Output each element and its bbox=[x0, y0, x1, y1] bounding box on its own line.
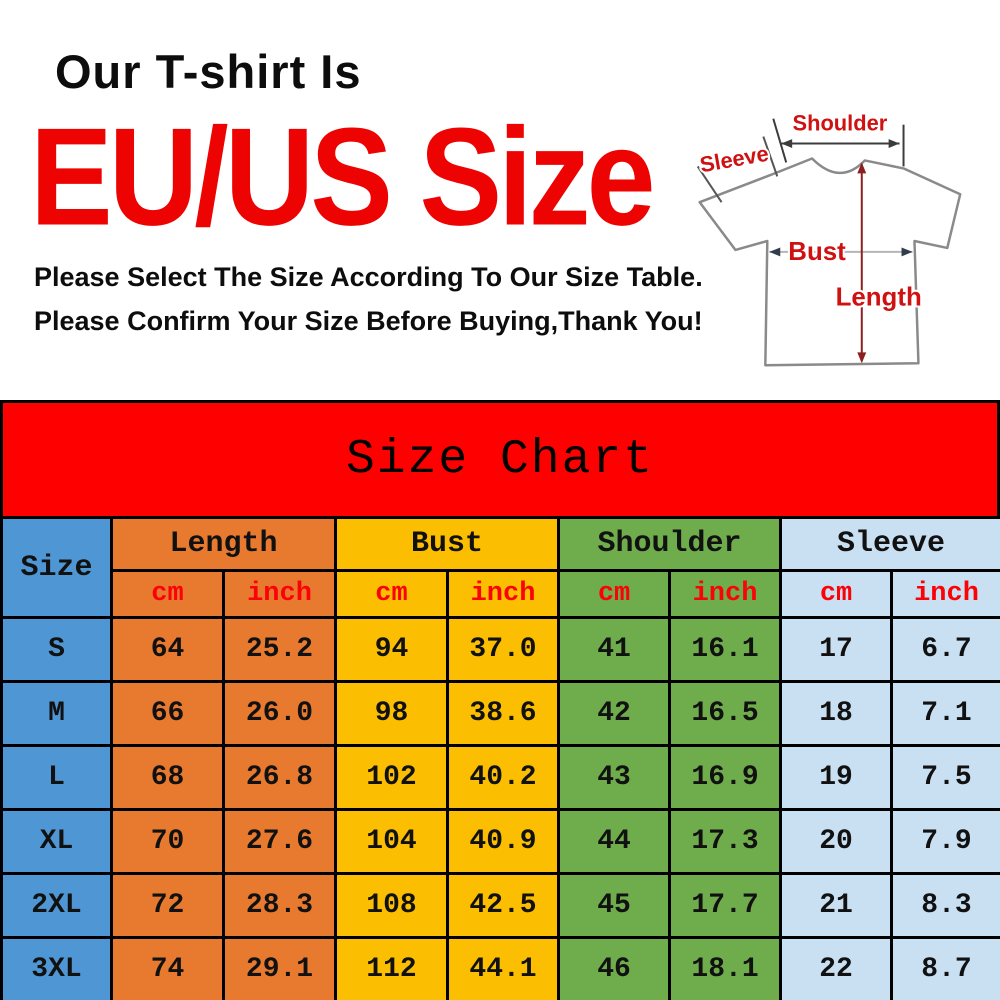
cell-bust-cm: 98 bbox=[334, 680, 449, 747]
cell-sleeve-cm: 19 bbox=[779, 744, 894, 811]
banner-title: Size Chart bbox=[345, 432, 655, 487]
cell-bust-inch: 37.0 bbox=[445, 616, 561, 683]
table-row-s: S 64 25.2 94 37.0 41 16.1 17 6.7 bbox=[0, 616, 1000, 683]
sleeve-arrow bbox=[696, 136, 779, 203]
table-row-2xl: 2XL 72 28.3 108 42.5 45 17.7 21 8.3 bbox=[0, 872, 1000, 939]
cell-shoulder-cm: 43 bbox=[557, 744, 672, 811]
eyebrow-title: Our T-shirt Is bbox=[55, 45, 362, 98]
cell-shoulder-inch: 16.1 bbox=[668, 616, 783, 683]
cell-shoulder-cm: 42 bbox=[557, 680, 672, 747]
cell-sleeve-cm: 21 bbox=[779, 872, 894, 939]
cell-size: 2XL bbox=[0, 872, 113, 939]
length-label: Length bbox=[836, 284, 922, 312]
cell-shoulder-inch: 16.9 bbox=[668, 744, 783, 811]
header-shoulder-inch: inch bbox=[668, 569, 783, 619]
header-bust-inch: inch bbox=[445, 569, 561, 619]
cell-length-cm: 74 bbox=[110, 936, 225, 1000]
cell-bust-inch: 38.6 bbox=[445, 680, 561, 747]
cell-sleeve-inch: 6.7 bbox=[890, 616, 1000, 683]
cell-bust-cm: 112 bbox=[334, 936, 449, 1000]
header-shoulder: Shoulder bbox=[557, 516, 783, 572]
table-row-3xl: 3XL 74 29.1 112 44.1 46 18.1 22 8.7 bbox=[0, 936, 1000, 1000]
cell-shoulder-inch: 16.5 bbox=[668, 680, 783, 747]
shoulder-label: Shoulder bbox=[793, 111, 888, 136]
cell-length-inch: 27.6 bbox=[222, 808, 337, 875]
cell-length-cm: 72 bbox=[110, 872, 225, 939]
cell-size: XL bbox=[0, 808, 113, 875]
cell-length-cm: 64 bbox=[110, 616, 225, 683]
cell-shoulder-inch: 17.7 bbox=[668, 872, 783, 939]
table-unit-header-row: cm inch cm inch cm inch cm inch bbox=[2, 569, 1000, 619]
cell-sleeve-cm: 17 bbox=[779, 616, 894, 683]
cell-shoulder-cm: 46 bbox=[557, 936, 672, 1000]
cell-size: L bbox=[0, 744, 113, 811]
sleeve-label: Sleeve bbox=[698, 141, 771, 178]
cell-shoulder-cm: 44 bbox=[557, 808, 672, 875]
cell-sleeve-inch: 8.3 bbox=[890, 872, 1000, 939]
cell-bust-cm: 94 bbox=[334, 616, 449, 683]
cell-sleeve-cm: 22 bbox=[779, 936, 894, 1000]
cell-sleeve-inch: 7.1 bbox=[890, 680, 1000, 747]
bust-arrow bbox=[769, 247, 913, 257]
cell-bust-inch: 42.5 bbox=[445, 872, 561, 939]
cell-bust-inch: 44.1 bbox=[445, 936, 561, 1000]
length-arrow bbox=[857, 162, 867, 364]
cell-shoulder-cm: 45 bbox=[557, 872, 672, 939]
cell-length-cm: 66 bbox=[110, 680, 225, 747]
header-sleeve-inch: inch bbox=[890, 569, 1000, 619]
cell-shoulder-inch: 17.3 bbox=[668, 808, 783, 875]
cell-shoulder-cm: 41 bbox=[557, 616, 672, 683]
header-size: Size bbox=[0, 516, 113, 619]
cell-size: M bbox=[0, 680, 113, 747]
cell-size: S bbox=[0, 616, 113, 683]
table-row-m: M 66 26.0 98 38.6 42 16.5 18 7.1 bbox=[0, 680, 1000, 747]
header-bust-cm: cm bbox=[334, 569, 449, 619]
header-shoulder-cm: cm bbox=[557, 569, 672, 619]
cell-length-inch: 25.2 bbox=[222, 616, 337, 683]
cell-size: 3XL bbox=[0, 936, 113, 1000]
cell-length-inch: 26.8 bbox=[222, 744, 337, 811]
tshirt-outline bbox=[698, 157, 962, 367]
cell-sleeve-inch: 7.5 bbox=[890, 744, 1000, 811]
cell-bust-inch: 40.9 bbox=[445, 808, 561, 875]
note-line-1: Please Select The Size According To Our … bbox=[34, 262, 703, 292]
cell-length-cm: 70 bbox=[110, 808, 225, 875]
table-row-xl: XL 70 27.6 104 40.9 44 17.3 20 7.9 bbox=[0, 808, 1000, 875]
header-sleeve: Sleeve bbox=[779, 516, 1000, 572]
table-row-l: L 68 26.8 102 40.2 43 16.9 19 7.5 bbox=[0, 744, 1000, 811]
size-chart-banner: Size Chart bbox=[0, 400, 1000, 516]
header-sleeve-cm: cm bbox=[779, 569, 894, 619]
header-length-inch: inch bbox=[222, 569, 337, 619]
cell-shoulder-inch: 18.1 bbox=[668, 936, 783, 1000]
page-title: EU/US Size bbox=[30, 100, 656, 255]
cell-bust-cm: 108 bbox=[334, 872, 449, 939]
cell-sleeve-cm: 18 bbox=[779, 680, 894, 747]
table-group-header-row: Size Length Bust Shoulder Sleeve bbox=[0, 516, 1000, 619]
size-table: Size Length Bust Shoulder Sleeve cm inch… bbox=[0, 516, 1000, 1000]
cell-length-inch: 26.0 bbox=[222, 680, 337, 747]
header-length-cm: cm bbox=[110, 569, 225, 619]
cell-sleeve-inch: 8.7 bbox=[890, 936, 1000, 1000]
cell-length-inch: 28.3 bbox=[222, 872, 337, 939]
header-bust: Bust bbox=[333, 516, 561, 572]
cell-sleeve-cm: 20 bbox=[779, 808, 894, 875]
cell-sleeve-inch: 7.9 bbox=[890, 808, 1000, 875]
cell-bust-cm: 104 bbox=[334, 808, 449, 875]
bust-label: Bust bbox=[788, 238, 846, 266]
header-length: Length bbox=[110, 516, 337, 572]
shoulder-arrow bbox=[772, 118, 905, 167]
cell-length-cm: 68 bbox=[110, 744, 225, 811]
tshirt-measurement-diagram: Shoulder Sleeve Bust Length bbox=[696, 109, 962, 367]
cell-bust-inch: 40.2 bbox=[445, 744, 561, 811]
cell-bust-cm: 102 bbox=[334, 744, 449, 811]
cell-length-inch: 29.1 bbox=[222, 936, 337, 1000]
note-line-2: Please Confirm Your Size Before Buying,T… bbox=[34, 306, 703, 336]
